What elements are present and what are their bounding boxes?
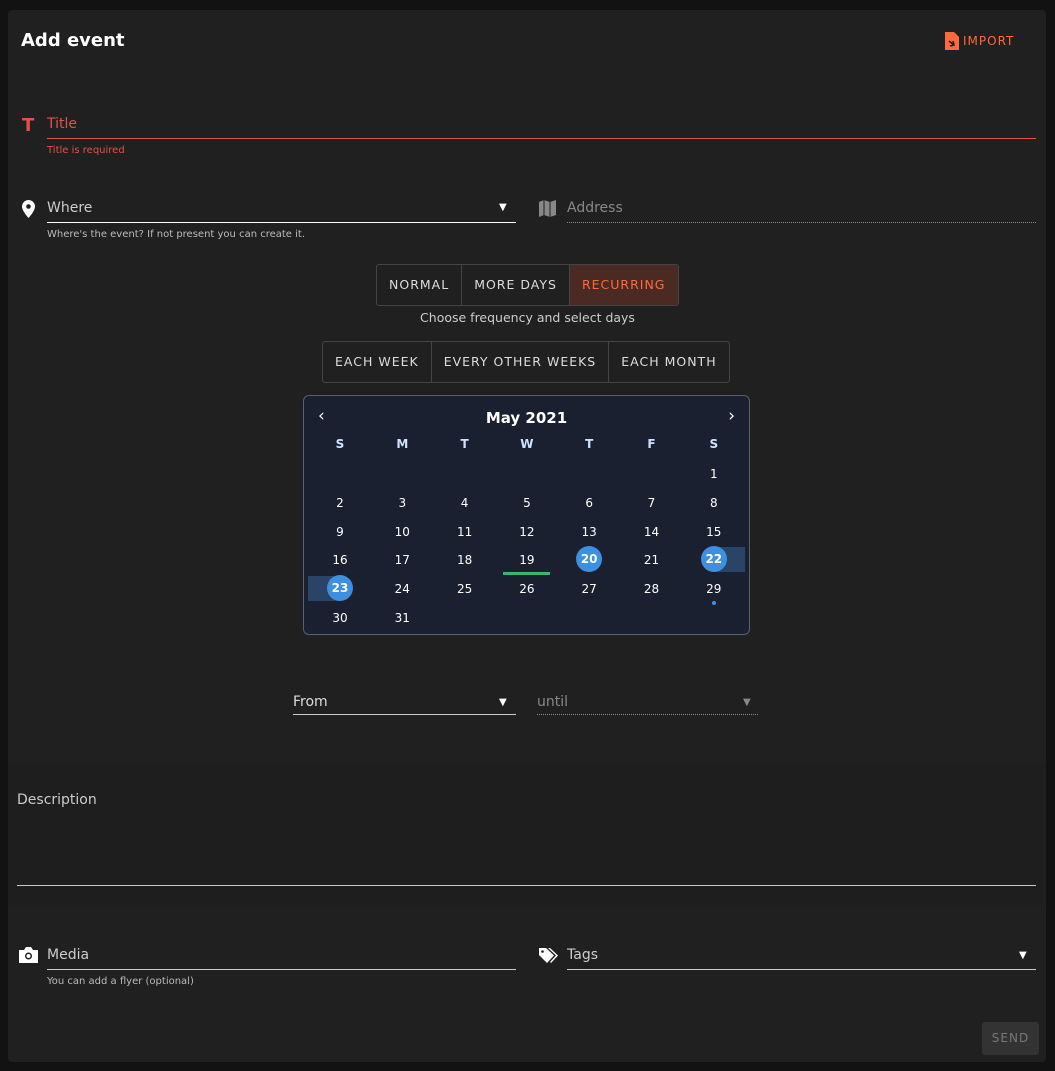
- page-title: Add event: [21, 30, 125, 51]
- camera-icon: [19, 947, 38, 963]
- import-label: IMPORT: [963, 34, 1015, 48]
- event-dot: [711, 601, 716, 605]
- until-underline: [537, 714, 758, 715]
- calendar-day[interactable]: 25: [456, 582, 473, 596]
- send-button[interactable]: SEND: [982, 1022, 1039, 1055]
- calendar-day[interactable]: 29: [706, 582, 722, 596]
- calendar-day[interactable]: 17: [394, 553, 410, 567]
- next-month-icon[interactable]: ›: [728, 406, 735, 426]
- tab-normal[interactable]: NORMAL: [377, 265, 463, 305]
- from-underline: [293, 714, 516, 715]
- weekday-label: S: [709, 437, 719, 451]
- description-label: Description: [17, 792, 97, 808]
- mode-tabs: NORMAL MORE DAYS RECURRING: [376, 264, 679, 306]
- calendar-day[interactable]: 8: [709, 496, 718, 510]
- calendar-day[interactable]: 13: [581, 525, 597, 539]
- address-underline: [567, 222, 1036, 223]
- weekday-label: T: [585, 437, 594, 451]
- address-input[interactable]: Address: [567, 200, 623, 216]
- calendar-day[interactable]: 7: [647, 496, 656, 510]
- calendar-day[interactable]: 2: [336, 496, 344, 510]
- text-icon: T: [22, 115, 35, 136]
- where-underline: [47, 222, 516, 223]
- calendar-day[interactable]: 4: [460, 496, 469, 510]
- title-underline: [47, 138, 1036, 139]
- calendar-day[interactable]: 18: [456, 553, 473, 567]
- description-underline: [17, 885, 1036, 886]
- where-input[interactable]: Where: [47, 200, 93, 216]
- selected-day[interactable]: 20: [576, 546, 603, 572]
- media-underline: [47, 969, 516, 970]
- tags-icon: [539, 948, 558, 963]
- calendar: ‹ › May 2021 S M T W T F S 1 2 3 4 5 6 7 8 9 10 11 12 13 14 1…: [303, 395, 750, 635]
- tab-each-month[interactable]: EACH MONTH: [621, 354, 717, 369]
- calendar-day[interactable]: 3: [398, 496, 407, 510]
- media-input[interactable]: Media: [47, 947, 90, 963]
- until-select[interactable]: until: [537, 694, 569, 710]
- file-import-icon: [945, 32, 959, 50]
- calendar-day[interactable]: 28: [643, 582, 660, 596]
- location-pin-icon: [22, 200, 35, 218]
- calendar-day[interactable]: 31: [394, 611, 410, 625]
- import-button[interactable]: IMPORT: [944, 32, 1014, 50]
- today-indicator: [502, 572, 550, 575]
- weekday-label: F: [647, 437, 656, 451]
- tab-each-week[interactable]: EACH WEEK: [323, 342, 432, 382]
- calendar-day[interactable]: 6: [585, 496, 593, 510]
- map-icon: [539, 200, 556, 217]
- weekday-label: S: [335, 437, 345, 451]
- title-input[interactable]: Title: [47, 116, 78, 132]
- frequency-tabs: EACH WEEK EVERY OTHER WEEKS EACH MONTH: [322, 341, 730, 383]
- calendar-day[interactable]: 1: [709, 467, 718, 481]
- description-area[interactable]: Description: [8, 763, 1046, 905]
- tags-dropdown-icon[interactable]: ▼: [1019, 950, 1027, 961]
- calendar-day[interactable]: 26: [519, 582, 535, 596]
- calendar-day[interactable]: 27: [581, 582, 597, 596]
- calendar-day[interactable]: 9: [336, 525, 344, 539]
- calendar-month-title: May 2021: [485, 409, 568, 427]
- calendar-day[interactable]: 30: [332, 611, 348, 625]
- weekday-label: M: [396, 437, 409, 451]
- calendar-day[interactable]: 16: [332, 553, 348, 567]
- calendar-day[interactable]: 19: [519, 553, 535, 567]
- where-hint: Where's the event? If not present you ca…: [47, 229, 306, 240]
- calendar-day[interactable]: 14: [643, 525, 660, 539]
- weekday-label: T: [460, 437, 469, 451]
- prev-month-icon[interactable]: ‹: [318, 406, 325, 426]
- tags-underline: [567, 969, 1036, 970]
- selected-day[interactable]: 22: [700, 546, 727, 572]
- calendar-day[interactable]: 10: [394, 525, 410, 539]
- from-select[interactable]: From: [293, 694, 328, 710]
- tab-more-days[interactable]: MORE DAYS: [462, 265, 570, 305]
- media-hint: You can add a flyer (optional): [47, 976, 194, 987]
- tab-recurring[interactable]: RECURRING: [569, 265, 678, 305]
- from-dropdown-icon[interactable]: ▼: [499, 697, 507, 708]
- calendar-day[interactable]: 15: [706, 525, 722, 539]
- calendar-day[interactable]: 21: [643, 553, 660, 567]
- calendar-day[interactable]: 5: [523, 496, 531, 510]
- calendar-day[interactable]: 11: [456, 525, 473, 539]
- tags-select[interactable]: Tags: [567, 947, 598, 963]
- calendar-day[interactable]: 12: [519, 525, 535, 539]
- weekday-label: W: [520, 437, 534, 451]
- selected-day[interactable]: 23: [327, 575, 353, 601]
- title-error: Title is required: [47, 145, 125, 156]
- where-dropdown-icon[interactable]: ▼: [499, 202, 507, 213]
- mode-hint: Choose frequency and select days: [420, 310, 635, 325]
- until-dropdown-icon[interactable]: ▼: [743, 697, 751, 708]
- calendar-day[interactable]: 24: [394, 582, 410, 596]
- tab-every-other-weeks[interactable]: EVERY OTHER WEEKS: [432, 342, 610, 382]
